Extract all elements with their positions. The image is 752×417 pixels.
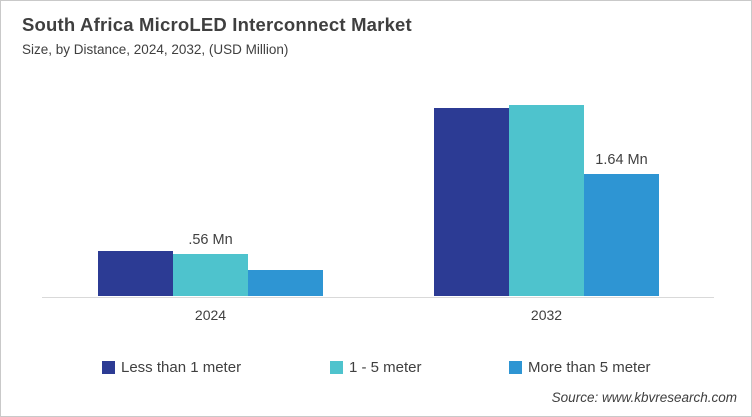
data-label-2032: 1.64 Mn — [595, 152, 648, 168]
data-label-2024: .56 Mn — [188, 232, 233, 248]
x-axis-line — [42, 297, 714, 298]
source-text: Source: www.kbvresearch.com — [551, 390, 737, 405]
legend-label: More than 5 meter — [528, 359, 651, 376]
legend-item-more-than-5-meter: More than 5 meter — [509, 359, 651, 376]
bar-2024-less-than-1-meter — [98, 251, 173, 296]
bar-group-2032: 1.64 Mn — [434, 96, 659, 296]
bar-2024-1-5-meter — [173, 254, 248, 296]
legend-item-1-5-meter: 1 - 5 meter — [330, 359, 422, 376]
legend-label: Less than 1 meter — [121, 359, 242, 376]
bar-2032-more-than-5-meter — [584, 174, 659, 296]
bar-2024-more-than-5-meter — [248, 270, 323, 296]
bar-group-2024: .56 Mn — [98, 96, 323, 296]
chart-subtitle: Size, by Distance, 2024, 2032, (USD Mill… — [22, 42, 289, 57]
chart-title: South Africa MicroLED Interconnect Marke… — [22, 14, 412, 35]
legend-item-less-than-1-meter: Less than 1 meter — [102, 359, 241, 376]
bar-2032-less-than-1-meter — [434, 108, 509, 296]
legend-label: 1 - 5 meter — [349, 359, 422, 376]
legend-swatch-icon — [330, 361, 343, 374]
legend-swatch-icon — [102, 361, 115, 374]
category-label-2024: 2024 — [194, 307, 227, 323]
chart-legend: Less than 1 meter 1 - 5 meter More than 5 … — [1, 359, 751, 381]
category-label-2032: 2032 — [530, 307, 563, 323]
legend-swatch-icon — [509, 361, 522, 374]
bar-2032-1-5-meter — [509, 105, 584, 296]
